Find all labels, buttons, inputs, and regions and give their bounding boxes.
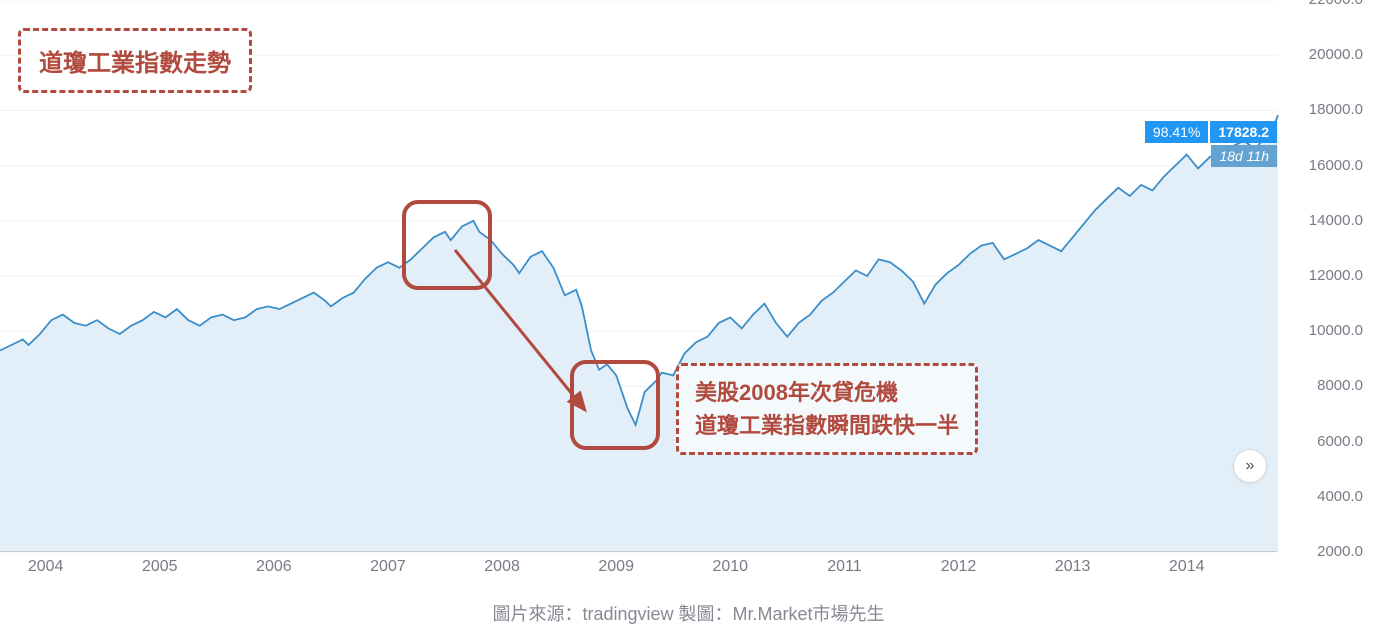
x-axis-tick: 2013 — [1055, 558, 1091, 576]
decline-arrow — [445, 240, 605, 430]
x-axis-tick: 2006 — [256, 558, 292, 576]
y-axis-tick: 4000.0 — [1317, 488, 1363, 505]
chevron-right-double-icon: » — [1246, 457, 1255, 475]
chart-title-box: 道瓊工業指數走勢 — [18, 28, 252, 93]
y-axis-tick: 10000.0 — [1309, 322, 1363, 339]
countdown-badge: 18d 11h — [1211, 145, 1277, 167]
x-axis-tick: 2012 — [941, 558, 977, 576]
price-badge-group: 98.41% 17828.2 18d 11h — [1145, 121, 1277, 167]
y-axis-tick: 14000.0 — [1309, 212, 1363, 229]
expand-button[interactable]: » — [1233, 449, 1267, 483]
x-axis-tick: 2004 — [28, 558, 64, 576]
pct-change-badge: 98.41% — [1145, 121, 1208, 143]
chart-container: 98.41% 17828.2 18d 11h 道瓊工業指數走勢 美股2008年次… — [0, 0, 1377, 638]
x-axis-tick: 2008 — [484, 558, 520, 576]
x-axis-tick: 2011 — [827, 558, 861, 576]
x-axis-tick: 2009 — [598, 558, 634, 576]
x-axis-tick: 2007 — [370, 558, 406, 576]
crisis-annotation-line1: 美股2008年次貸危機 — [695, 376, 959, 409]
y-axis-tick: 6000.0 — [1317, 433, 1363, 450]
price-value-badge: 17828.2 — [1210, 121, 1277, 143]
area-chart — [0, 0, 1377, 638]
y-axis-tick: 22000.0 — [1309, 0, 1363, 8]
x-axis-line — [0, 551, 1277, 552]
y-axis-tick: 2000.0 — [1317, 543, 1363, 560]
y-axis-tick: 18000.0 — [1309, 101, 1363, 118]
x-axis-tick: 2005 — [142, 558, 178, 576]
y-axis-tick: 12000.0 — [1309, 267, 1363, 284]
y-axis-tick: 8000.0 — [1317, 377, 1363, 394]
crisis-annotation-line2: 道瓊工業指數瞬間跌快一半 — [695, 409, 959, 442]
y-axis-tick: 16000.0 — [1309, 157, 1363, 174]
x-axis-tick: 2014 — [1169, 558, 1205, 576]
crisis-annotation-box: 美股2008年次貸危機 道瓊工業指數瞬間跌快一半 — [676, 363, 978, 455]
y-axis-tick: 20000.0 — [1309, 46, 1363, 63]
x-axis-tick: 2010 — [712, 558, 748, 576]
attribution-text: 圖片來源：tradingview 製圖：Mr.Market市場先生 — [0, 600, 1377, 626]
